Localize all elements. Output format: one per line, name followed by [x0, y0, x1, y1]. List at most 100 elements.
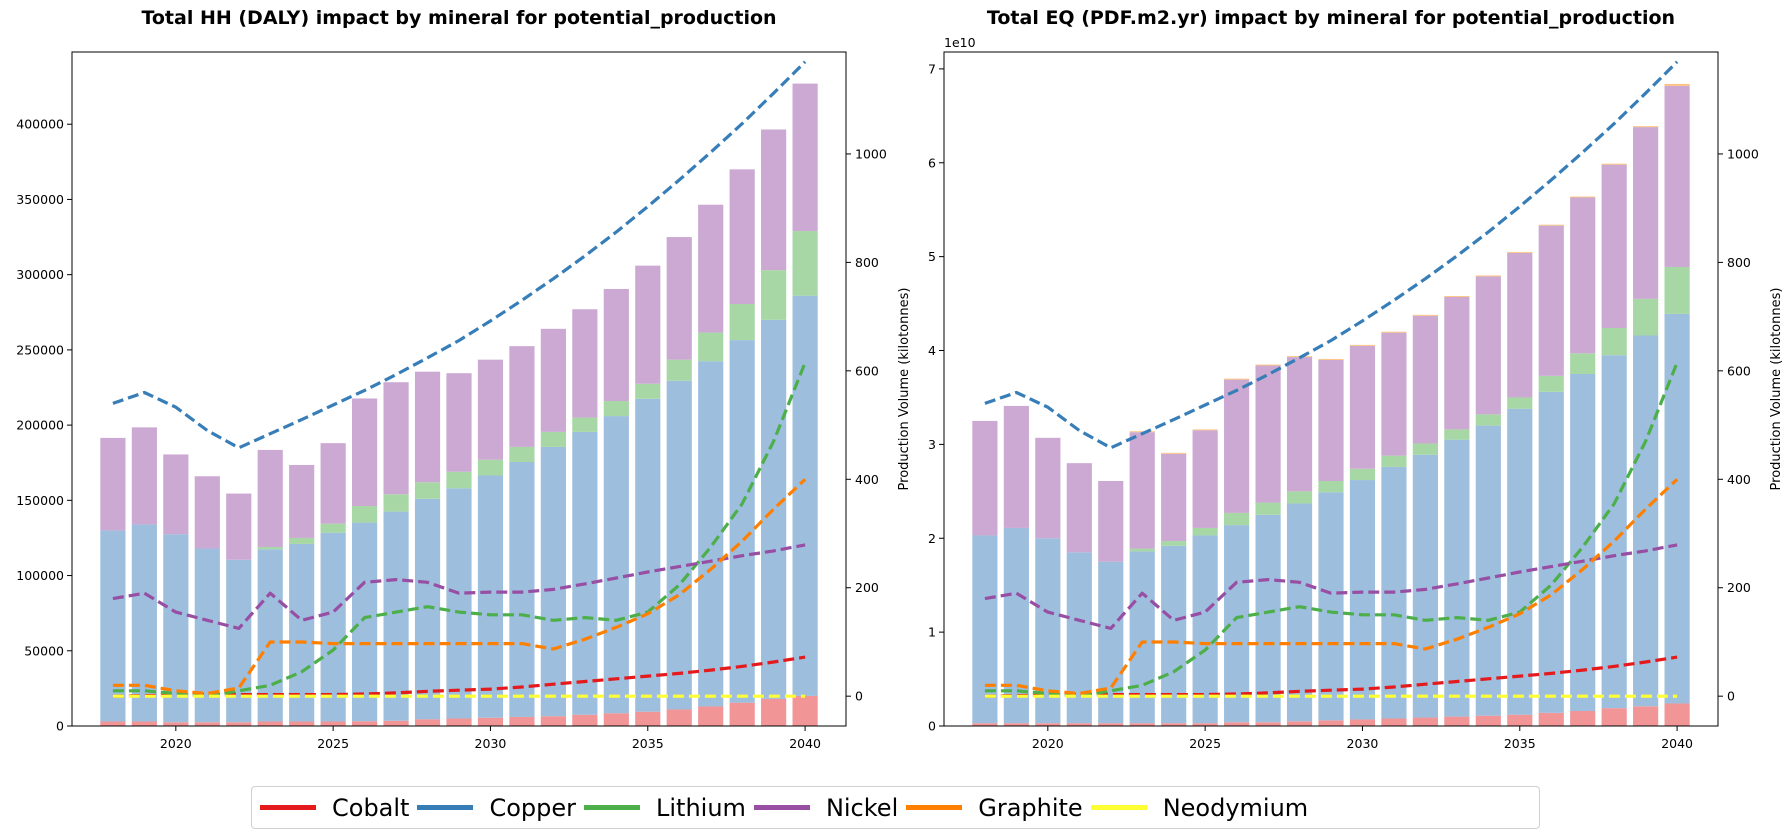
bar-segment-nickel [257, 449, 283, 547]
bar-segment-lithium [1444, 429, 1470, 440]
bar-segment-copper [100, 530, 126, 722]
bar-segment-nickel [1507, 252, 1533, 398]
bar-segment-cobalt [194, 722, 220, 726]
bar-segment-nickel [1192, 430, 1218, 528]
bar-segment-copper [131, 524, 157, 722]
bar-segment-copper [1601, 355, 1627, 709]
bar-segment-lithium [289, 537, 315, 544]
line-layer [112, 60, 807, 698]
bar-segment-nickel [1412, 315, 1438, 444]
y2-tick-label: 0 [855, 689, 863, 704]
bar-segment-lithium [352, 506, 378, 523]
bar-segment-cobalt [352, 721, 378, 726]
bar-segment-nickel [698, 204, 724, 333]
bar-segment-cobalt [1349, 719, 1376, 726]
y-tick-label: 5 [928, 249, 936, 264]
bar-segment-lithium [1507, 397, 1533, 409]
y-tick-label: 3 [928, 437, 936, 452]
bar-segment-nickel [1035, 437, 1061, 539]
bar-segment-nickel [761, 129, 787, 271]
legend: Cobalt Copper Lithium Nickel Graphite Ne… [251, 786, 1540, 829]
y-tick-label: 7 [928, 61, 936, 76]
bar-segment-cobalt [1444, 716, 1470, 726]
legend-item-nickel: Nickel [753, 794, 898, 822]
line-series-cobalt [112, 655, 806, 698]
bar-segment-lithium [1286, 491, 1313, 504]
line-series-nickel [984, 543, 1678, 631]
bar-segment-nickel [1066, 463, 1092, 553]
bar-segment-nickel [1349, 345, 1376, 469]
bar-segment-nickel [540, 328, 566, 432]
bar-segment-cobalt [1570, 710, 1596, 726]
bar-segment-cobalt [1161, 723, 1187, 726]
line-layer [984, 60, 1679, 698]
bar-segment-cobalt [1412, 717, 1438, 726]
bar-segment-cobalt [383, 720, 409, 726]
bar-segment-nickel [635, 265, 661, 384]
bar-segment-graphite [1381, 331, 1407, 333]
bar-segment-graphite [1349, 344, 1376, 346]
bar-segment-nickel [289, 464, 315, 538]
bar-segment-copper [414, 498, 441, 720]
bar-segment-copper [540, 446, 566, 717]
bar-segment-nickel [1286, 357, 1313, 492]
bar-segment-cobalt [666, 709, 692, 726]
bar-segment-copper [1570, 373, 1596, 711]
bar-segment-copper [289, 543, 315, 722]
bar-segment-cobalt [1129, 723, 1155, 726]
x-tick-label: 2040 [1661, 736, 1693, 751]
bar-segment-cobalt [1098, 723, 1124, 726]
legend-label: Neodymium [1162, 793, 1309, 822]
bar-segment-lithium [1664, 266, 1690, 314]
bar-segment-lithium [1224, 512, 1250, 526]
y2-tick-label: 800 [855, 255, 879, 270]
y-tick-label: 250000 [16, 342, 64, 357]
bar-segment-cobalt [1381, 718, 1407, 726]
legend-swatch [584, 805, 641, 810]
y2-tick-label: 0 [1727, 689, 1735, 704]
line-series-lithium [112, 362, 807, 698]
y-tick-label: 200000 [16, 418, 64, 433]
bar-segment-nickel [1098, 480, 1124, 562]
y2-tick-label: 200 [855, 580, 879, 595]
legend-swatch [1090, 805, 1147, 810]
y-tick-label: 300000 [16, 267, 64, 282]
bar-segment-nickel [1538, 225, 1564, 376]
bar-segment-copper [792, 295, 818, 696]
legend-item-cobalt: Cobalt [260, 794, 409, 822]
x-tick-label: 2020 [1032, 736, 1064, 751]
bar-segment-copper [761, 319, 787, 699]
bar-segment-nickel [446, 373, 472, 472]
bar-segment-nickel [1318, 359, 1344, 481]
bar-segment-nickel [352, 398, 378, 507]
bar-segment-cobalt [761, 698, 787, 726]
y2-tick-label: 600 [855, 363, 879, 378]
bar-segment-nickel [477, 359, 504, 460]
bar-segment-cobalt [1066, 723, 1092, 726]
bar-segment-nickel [1444, 297, 1470, 430]
bar-segment-copper [1633, 335, 1659, 707]
bar-segment-graphite [1318, 358, 1344, 360]
bar-segment-cobalt [163, 722, 189, 726]
bar-segment-lithium [1633, 298, 1659, 336]
bar-segment-cobalt [1601, 708, 1627, 726]
bar-segment-nickel [572, 309, 598, 418]
bar-segment-copper [257, 549, 283, 722]
bar-segment-cobalt [414, 719, 441, 726]
bar-segment-copper [1349, 480, 1376, 720]
chart-title: Total EQ (PDF.m2.yr) impact by mineral f… [987, 7, 1675, 29]
bar-segment-cobalt [540, 716, 566, 726]
bar-segment-cobalt [1475, 715, 1501, 726]
bar-segment-graphite [1507, 251, 1533, 253]
bar-segment-cobalt [1255, 722, 1281, 726]
bar-segment-cobalt [131, 721, 157, 726]
bar-segment-cobalt [226, 722, 252, 726]
bar-segment-copper [666, 380, 692, 710]
bar-segment-nickel [131, 427, 157, 525]
bar-layer [972, 83, 1690, 726]
bar-segment-cobalt [1192, 723, 1218, 726]
bar-segment-lithium [635, 383, 661, 399]
bar-segment-nickel [194, 476, 220, 549]
legend-swatch [753, 805, 810, 810]
